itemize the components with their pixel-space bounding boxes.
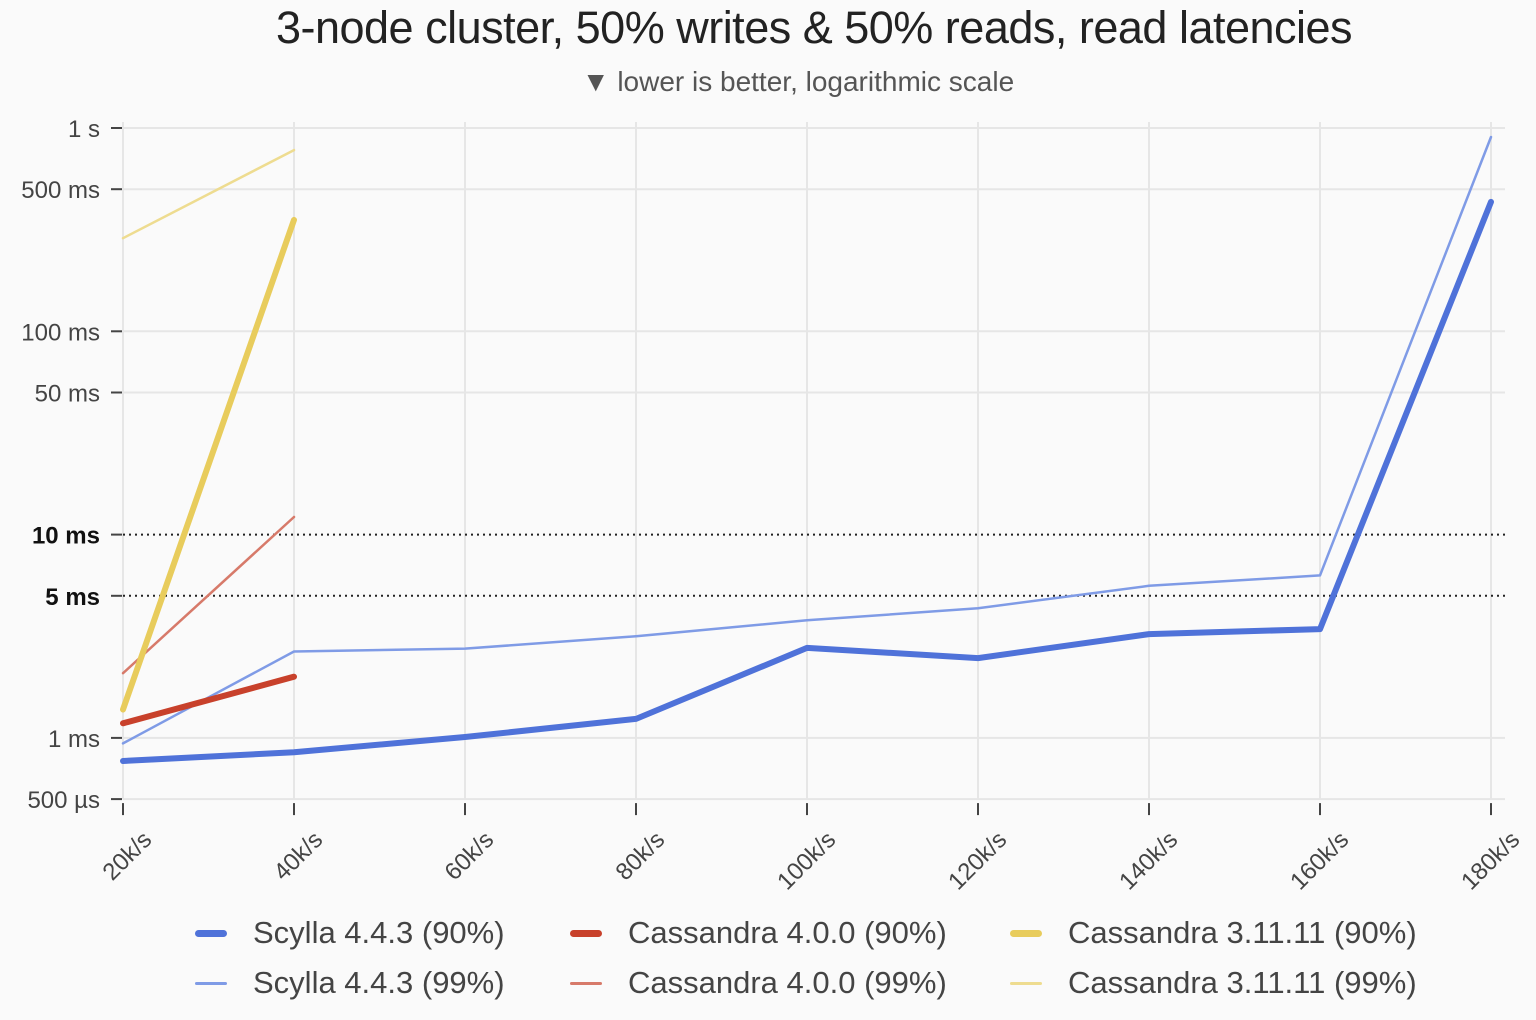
series-line [121, 515, 296, 675]
chart-title: 3-node cluster, 50% writes & 50% reads, … [275, 2, 1353, 53]
y-tick-label: 10 ms [32, 523, 100, 550]
x-tick-label: 120k/s [943, 826, 1012, 895]
legend-item-cassandra3-90[interactable]: Cassandra 3.11.11 (90%) [1010, 915, 1417, 951]
legend-label: Cassandra 3.11.11 (90%) [1068, 915, 1417, 950]
y-tick-label: 500 µs [27, 787, 100, 814]
x-tick-label: 80k/s [611, 826, 671, 886]
y-tick-label: 1 ms [48, 726, 100, 753]
legend-label: Scylla 4.4.3 (99%) [253, 965, 505, 1000]
y-tick-label: 50 ms [35, 380, 100, 407]
legend-item-cassandra3-99[interactable]: Cassandra 3.11.11 (99%) [1010, 965, 1417, 1001]
series-line [120, 673, 297, 727]
chart-subtitle: ▼ lower is better, logarithmic scale [581, 66, 1015, 97]
y-tick-label: 1 s [68, 116, 100, 143]
legend-label: Cassandra 3.11.11 (99%) [1068, 965, 1417, 1000]
legend-item-cassandra4-99[interactable]: Cassandra 4.0.0 (99%) [570, 965, 947, 1001]
legend-item-scylla-90[interactable]: Scylla 4.4.3 (90%) [195, 915, 505, 951]
x-tick-label: 40k/s [269, 826, 329, 886]
legend-swatch [195, 929, 227, 937]
legend-swatch [1010, 981, 1042, 985]
x-tick-label: 100k/s [772, 826, 841, 895]
legend-label: Scylla 4.4.3 (90%) [253, 915, 505, 950]
series-line [121, 135, 1493, 745]
series-line [120, 198, 1494, 764]
series-line [121, 148, 296, 240]
x-tick-label: 160k/s [1285, 826, 1354, 895]
legend-swatch [570, 981, 602, 985]
y-tick-label: 100 ms [21, 319, 100, 346]
legend-swatch [570, 929, 602, 937]
x-tick-label: 20k/s [98, 826, 158, 886]
legend-label: Cassandra 4.0.0 (99%) [628, 965, 947, 1000]
x-tick-label: 140k/s [1114, 826, 1183, 895]
y-tick-label: 500 ms [21, 177, 100, 204]
legend-swatch [1010, 929, 1042, 937]
x-tick-label: 180k/s [1456, 826, 1525, 895]
y-tick-label: 5 ms [45, 584, 100, 611]
legend-item-cassandra4-90[interactable]: Cassandra 4.0.0 (90%) [570, 915, 947, 951]
series-line [120, 216, 297, 713]
legend-item-scylla-99[interactable]: Scylla 4.4.3 (99%) [195, 965, 505, 1001]
legend-swatch [195, 981, 227, 985]
x-tick-label: 60k/s [440, 826, 500, 886]
legend-label: Cassandra 4.0.0 (90%) [628, 915, 947, 950]
